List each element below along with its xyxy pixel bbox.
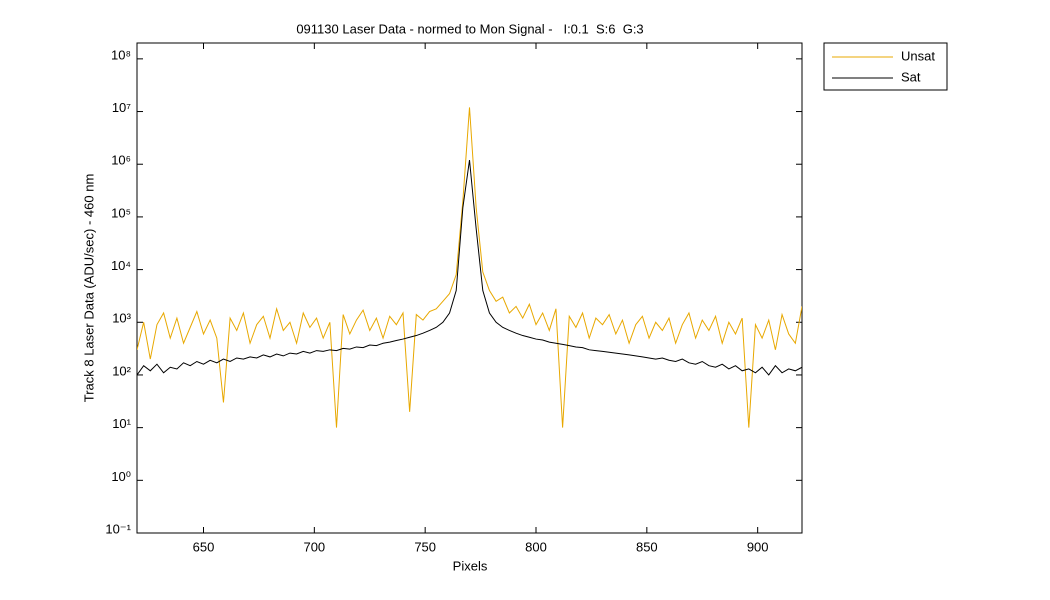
- x-tick-label: 650: [193, 539, 215, 554]
- x-tick-label: 750: [414, 539, 436, 554]
- x-tick-label: 800: [525, 539, 547, 554]
- axes-box: [136, 42, 803, 534]
- y-tick-label: 10²: [112, 363, 131, 378]
- line-series: [137, 159, 802, 376]
- y-tick-label: 10¹: [112, 416, 131, 431]
- y-tick-label: 10⁴: [111, 258, 131, 273]
- y-tick-label: 10⁷: [112, 100, 131, 115]
- y-tick-label: 10⁶: [111, 153, 131, 168]
- y-axis-label: Track 8 Laser Data (ADU/sec) - 460 nm: [81, 174, 96, 403]
- y-tick-label: 10⁵: [111, 205, 131, 220]
- x-tick-label: 850: [636, 539, 658, 554]
- y-tick-label: 10⁸: [111, 47, 131, 62]
- x-tick-label: 700: [303, 539, 325, 554]
- y-tick-label: 10³: [112, 311, 131, 326]
- y-tick-label: 10⁻¹: [105, 521, 131, 536]
- x-tick-label: 900: [747, 539, 769, 554]
- chart-title: 091130 Laser Data - normed to Mon Signal…: [296, 21, 643, 36]
- line-series: [137, 107, 802, 428]
- y-tick-label: 10⁰: [111, 469, 131, 484]
- x-axis-label: Pixels: [453, 558, 488, 573]
- legend-label: Unsat: [901, 48, 935, 63]
- legend-label: Sat: [901, 69, 921, 84]
- legend-box: [823, 42, 948, 91]
